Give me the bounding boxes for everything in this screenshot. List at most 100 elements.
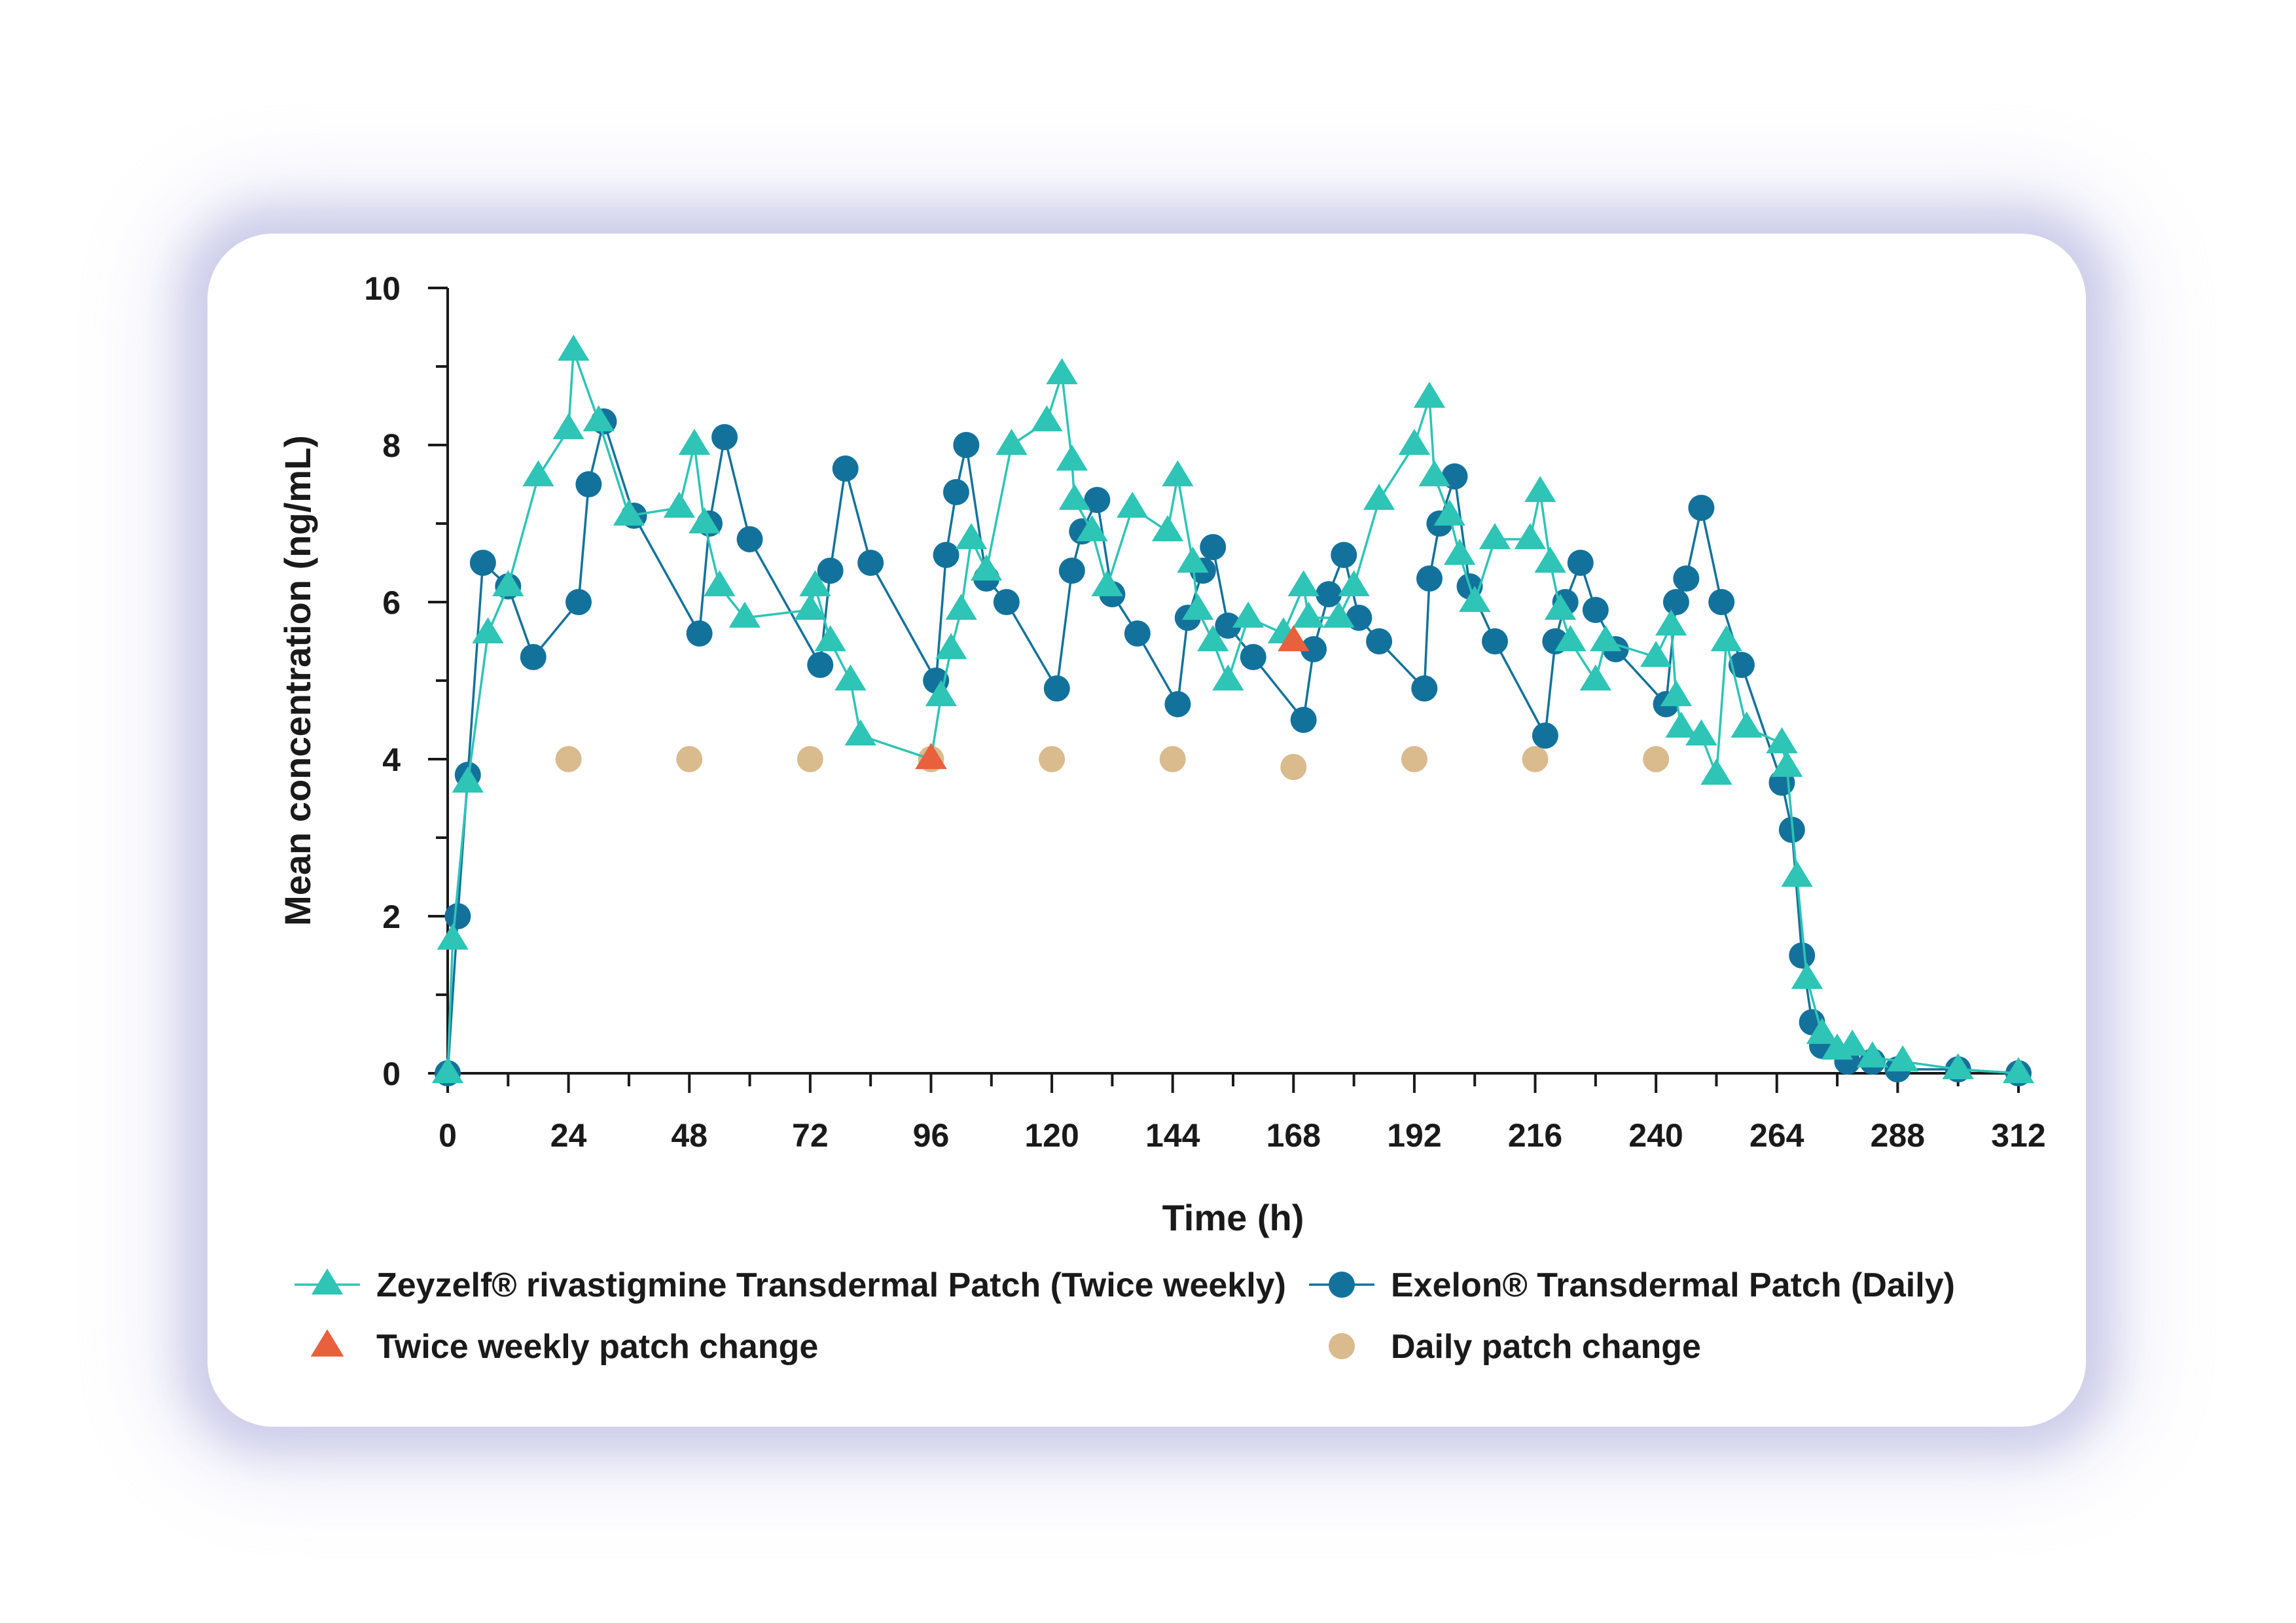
data-point (1398, 429, 1431, 455)
x-tick-label: 24 (550, 1117, 587, 1154)
data-point (1554, 625, 1587, 652)
y-tick-label: 8 (382, 427, 401, 464)
data-point (1700, 758, 1732, 785)
data-point (1942, 1053, 1974, 1080)
legend: Zeyzelf® rivastigmine Transdermal Patch … (295, 1266, 1955, 1366)
data-point (1124, 620, 1151, 647)
series-2 (915, 625, 1310, 770)
data-point (678, 429, 711, 455)
data-point (1046, 358, 1078, 385)
data-point (2002, 1057, 2035, 1084)
legend-entry: Daily patch change (1329, 1328, 1701, 1366)
data-point (1182, 594, 1214, 620)
data-point (689, 507, 721, 534)
data-point (1482, 628, 1508, 654)
data-point (613, 499, 645, 526)
data-point (663, 491, 695, 518)
data-point (558, 334, 590, 361)
data-point (444, 903, 471, 929)
data-point (1534, 546, 1566, 573)
data-point (1323, 601, 1355, 628)
data-point (970, 554, 1003, 581)
data-point (520, 644, 547, 670)
data-point (1418, 460, 1450, 487)
x-tick-label: 264 (1749, 1117, 1804, 1154)
data-point (711, 424, 738, 450)
data-point (1731, 711, 1763, 738)
data-point (704, 570, 736, 597)
data-point (1856, 1041, 1889, 1068)
data-point (996, 429, 1028, 455)
data-point (1582, 597, 1609, 623)
data-point (834, 664, 867, 691)
data-point (1590, 625, 1622, 652)
data-point (1200, 534, 1227, 560)
data-point (1806, 1018, 1839, 1044)
data-point (1643, 746, 1670, 772)
data-point (1781, 861, 1813, 887)
data-point (1708, 589, 1735, 615)
x-tick-label: 216 (1508, 1117, 1562, 1154)
data-point (797, 746, 823, 772)
data-point (736, 526, 763, 552)
data-point (1031, 405, 1063, 432)
data-point (942, 479, 969, 505)
data-point (1522, 746, 1549, 772)
data-point (1665, 711, 1697, 738)
x-tick-label: 0 (439, 1117, 457, 1154)
legend-label: Twice weekly patch change (376, 1328, 818, 1366)
data-point (728, 601, 761, 628)
data-point (993, 589, 1020, 615)
legend-marker (1329, 1333, 1355, 1359)
x-tick-label: 192 (1387, 1117, 1441, 1154)
data-point (1331, 542, 1357, 568)
data-point (437, 923, 469, 950)
data-point (1338, 570, 1370, 597)
x-tick-label: 144 (1145, 1117, 1200, 1154)
data-point (799, 570, 831, 597)
data-point (1076, 515, 1108, 542)
data-point (1290, 707, 1317, 733)
data-point (817, 558, 844, 584)
data-point (1579, 664, 1611, 691)
series-layer (431, 334, 2035, 1086)
data-point (1673, 565, 1700, 592)
data-point (1280, 754, 1307, 780)
data-point (522, 460, 554, 487)
data-point (1293, 601, 1325, 628)
data-point (1091, 570, 1123, 597)
data-point (1655, 609, 1687, 636)
y-tick-label: 4 (382, 741, 401, 778)
data-point (1058, 484, 1090, 510)
data-point (925, 680, 957, 707)
data-point (1084, 487, 1111, 513)
data-point (1433, 499, 1465, 526)
data-point (807, 652, 834, 678)
data-point (676, 746, 703, 772)
data-point (915, 743, 947, 770)
x-tick-label: 312 (1991, 1117, 2045, 1154)
data-point (1240, 644, 1266, 670)
data-point (1479, 523, 1511, 550)
data-point (472, 617, 504, 644)
y-axis-title: Mean concentration (ng/mL) (277, 435, 318, 926)
data-point (1728, 652, 1755, 678)
data-point (1316, 581, 1342, 607)
data-point (953, 432, 980, 458)
data-point (555, 746, 582, 772)
y-tick-label: 6 (382, 584, 401, 621)
data-point (1567, 550, 1594, 576)
x-axis-title: Time (h) (1162, 1197, 1304, 1238)
data-point (1212, 664, 1244, 691)
data-point (814, 625, 846, 652)
legend-marker (1329, 1272, 1355, 1298)
data-point (1366, 628, 1393, 654)
data-point (1215, 613, 1242, 639)
data-point (1771, 751, 1803, 777)
data-point (1232, 601, 1265, 628)
data-point (1532, 722, 1558, 749)
data-point (794, 594, 826, 620)
data-point (1444, 539, 1476, 565)
